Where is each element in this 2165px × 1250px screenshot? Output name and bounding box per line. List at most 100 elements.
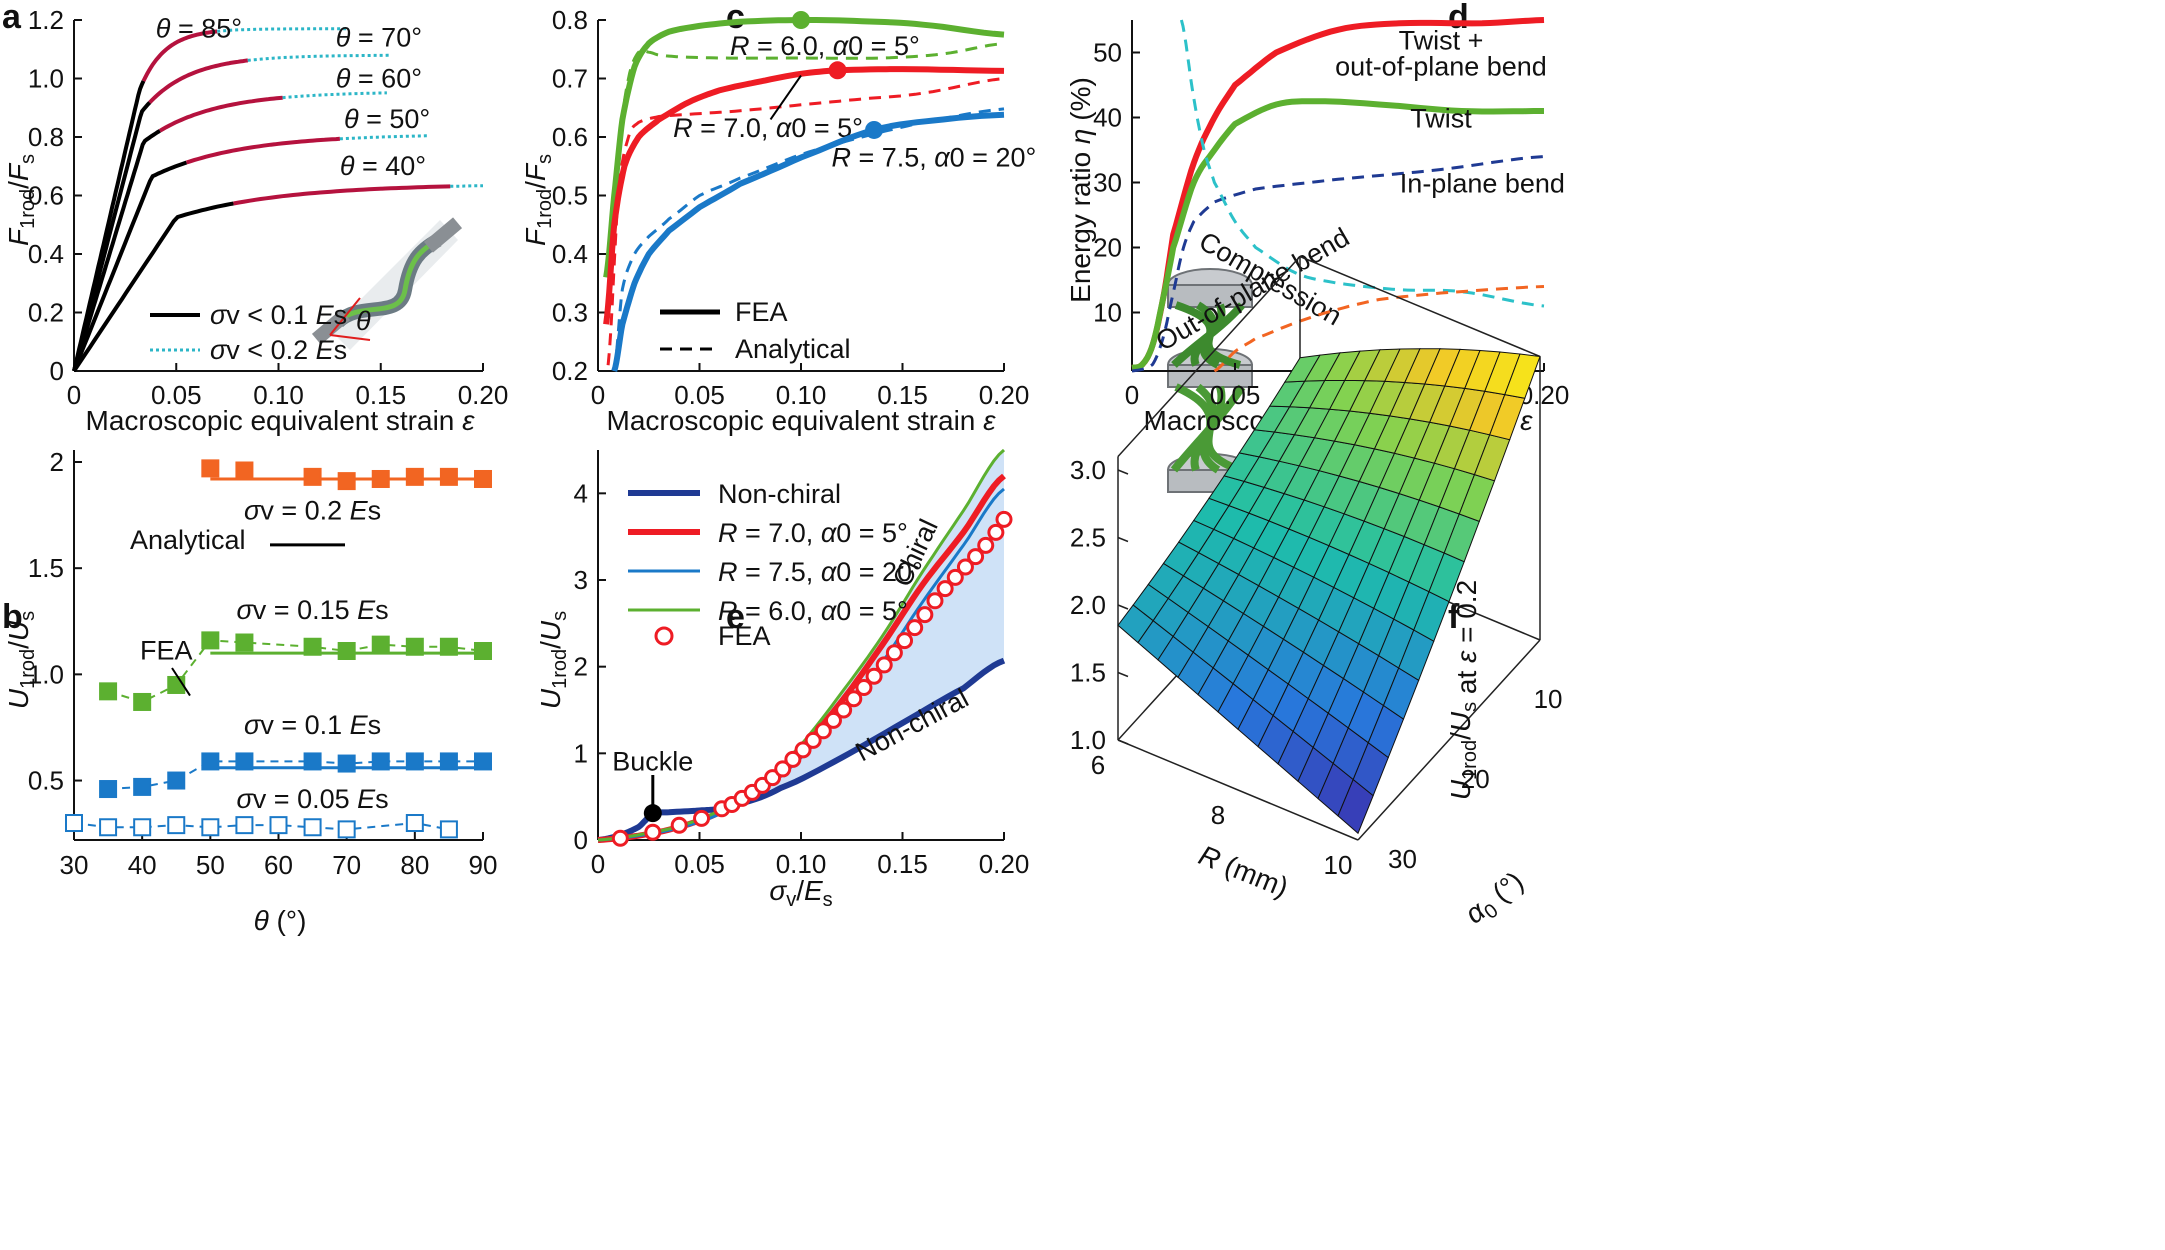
x-axis-label: σv/Es [769, 875, 832, 911]
fea-point [835, 701, 853, 719]
fea-point [916, 606, 934, 624]
surface-cell [1504, 353, 1541, 399]
fea-marker-2 [303, 752, 322, 771]
y-tick-label: 0.7 [552, 64, 588, 94]
fea-marker-3 [303, 818, 322, 837]
panel-label-e: e [726, 598, 745, 636]
x-tick-label: 0.05 [151, 380, 202, 410]
fea-marker-3 [99, 818, 118, 837]
fea-marker-2 [201, 752, 220, 771]
x-tick-label: 0.10 [776, 380, 827, 410]
fea-point [670, 816, 688, 834]
y-tick-label: 50 [1093, 38, 1122, 68]
fea-marker-1 [167, 675, 186, 694]
curve-black-4 [72, 201, 234, 373]
fea-marker-0 [371, 469, 390, 488]
theta-label-3: θ = 50° [344, 104, 430, 134]
y-tick-label: 0.4 [28, 239, 64, 269]
fea-marker-3 [235, 816, 254, 835]
frame-edge-8 [1299, 255, 1541, 358]
curve-red-3 [185, 136, 341, 165]
rod-highlight [336, 237, 440, 324]
panel-b-chart: 30 40 50 60 70 80 90 0.5 1.0 1.5 2 θ (°) U1rod/Us σv … [3, 447, 497, 936]
y-tick-label: 0.2 [552, 356, 588, 386]
x-tick-label: 0.20 [458, 380, 509, 410]
curve-red-2 [158, 95, 283, 133]
x-tick-label: 0 [591, 849, 605, 879]
fea-marker-2 [133, 777, 152, 796]
fea-annotation: FEA [140, 635, 193, 665]
fea-point [611, 829, 629, 847]
theta-label-4: θ = 40° [340, 151, 426, 181]
curve-cyan-0 [217, 27, 348, 33]
R-axis-label: R (mm) [1194, 839, 1292, 903]
legend-label-0: Non-chiral [718, 479, 841, 509]
energy-label-0-1: out-of-plane bend [1335, 51, 1547, 81]
energy-label-0-0: Twist + [1399, 25, 1484, 55]
alpha-tick-label: 10 [1534, 684, 1563, 714]
analytical-annotation: Analytical [130, 525, 246, 555]
fea-point [946, 568, 964, 586]
y-tick-label: 0.3 [552, 298, 588, 328]
legend-label-cyan: σv < 0.2 Es [210, 335, 347, 365]
y-tick-label: 1.2 [28, 5, 64, 35]
ring-side-0 [1167, 284, 1253, 308]
z-tick [1117, 671, 1129, 678]
fea-point [885, 644, 903, 662]
panel-label-c: c [726, 0, 745, 36]
fea-point [784, 750, 802, 768]
y-tick-label: 0.6 [552, 122, 588, 152]
y-tick-label: 0.8 [552, 5, 588, 35]
x-axis-label: Macroscopic equivalent strain ε [607, 405, 997, 436]
x-tick-label: 0 [67, 380, 81, 410]
z-tick [1117, 604, 1129, 610]
fea-point [967, 548, 985, 566]
curve-black-2 [72, 129, 161, 372]
fea-marker-3 [337, 820, 356, 839]
fea-marker-1 [99, 682, 118, 701]
alpha-tick-label: 20 [1461, 764, 1490, 794]
R-tick-label: 10 [1324, 850, 1353, 880]
fea-marker-2 [474, 752, 492, 771]
fea-point [865, 667, 883, 685]
fea-marker-1 [371, 635, 390, 654]
fea-marker-1 [439, 637, 458, 656]
fea-point [977, 536, 995, 554]
strut-upper-3 [1171, 302, 1246, 368]
fea-point [896, 632, 914, 650]
z-tick [1117, 739, 1129, 745]
curve-cyan-2 [282, 91, 387, 100]
sigma-label-0: σv = 0.2 Es [244, 495, 381, 525]
fea-marker-1 [303, 637, 322, 656]
sigma-label-1: σv = 0.15 Es [237, 595, 389, 625]
fea-point [774, 760, 792, 778]
energy-curve-1 [1131, 98, 1544, 371]
fea-marker-3 [133, 818, 152, 837]
fea-marker-2 [99, 780, 118, 799]
fea-marker-1 [235, 633, 254, 652]
fea-marker-1 [474, 642, 492, 660]
y-tick-label: 1.0 [28, 64, 64, 94]
x-tick-label: 0 [1125, 380, 1139, 410]
fea-curve-1 [603, 66, 1005, 325]
fea-marker-0 [303, 467, 322, 486]
theta-symbol: θ [356, 306, 371, 336]
energy-label-1-0: Twist [1410, 103, 1472, 133]
z-tick-label: 3.0 [1070, 455, 1106, 485]
fea-dashed-3 [73, 821, 450, 831]
z-tick-label: 2.0 [1070, 590, 1106, 620]
fea-marker-2 [405, 752, 424, 771]
peak-marker-0 [792, 11, 810, 29]
rod-inset-illustration: θ [311, 217, 463, 350]
fea-point [814, 722, 832, 740]
fea-pointer [171, 667, 191, 697]
x-tick-label: 0.05 [674, 380, 725, 410]
curve-cyan-3 [339, 134, 428, 141]
y-tick-label: 30 [1093, 168, 1122, 198]
x-axis-label: θ (°) [254, 905, 307, 936]
fea-marker-3 [65, 814, 83, 833]
alpha-axis-label: α0 (°) [1459, 865, 1532, 933]
curve-black-1 [72, 101, 152, 372]
y-axis-label: Energy ratio η (%) [1065, 77, 1096, 303]
series-label-2: R = 7.5, α0 = 20° [831, 142, 1036, 172]
